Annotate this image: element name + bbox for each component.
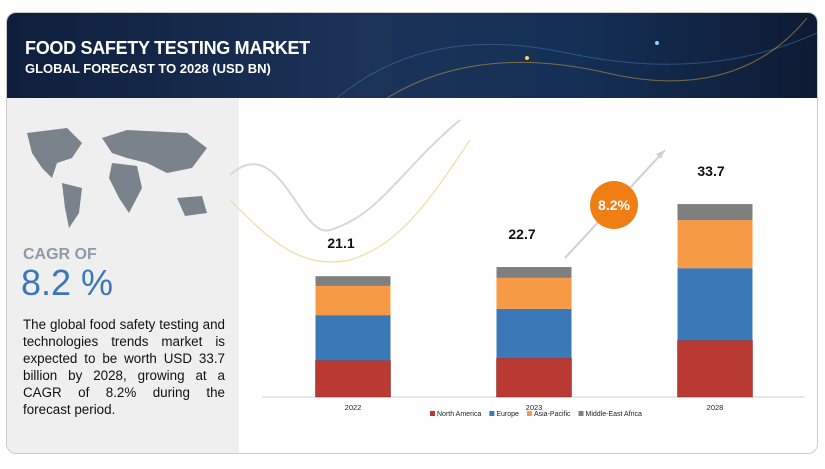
header-banner: FOOD SAFETY TESTING MARKET GLOBAL FORECA… [7, 13, 817, 99]
legend-label: Asia-Pacific [534, 411, 571, 418]
subtitle: GLOBAL FORECAST TO 2028 (USD BN) [25, 61, 271, 76]
total-label: 33.7 [697, 163, 724, 179]
growth-arrow-head [656, 150, 665, 159]
x-tick-label: 2023 [526, 403, 543, 412]
bar-segment [496, 357, 572, 398]
total-label: 21.1 [327, 235, 354, 251]
decor-curve [229, 119, 461, 232]
cagr-label: CAGR OF [23, 246, 97, 263]
legend-label: Europe [496, 411, 519, 418]
decor-curve [229, 139, 471, 263]
x-tick-label: 2022 [345, 403, 362, 412]
bar-segment [315, 360, 391, 398]
x-tick-label: 2028 [707, 403, 724, 412]
bar-segment [315, 315, 391, 361]
legend-swatch [489, 411, 495, 416]
bar-segment [677, 220, 753, 269]
legend-swatch [526, 411, 532, 416]
legend-swatch [430, 411, 435, 416]
bar-segment [315, 276, 391, 286]
sidebar: CAGR OF 8.2 % The global food safety tes… [7, 98, 239, 453]
bar-segment [677, 204, 753, 221]
cagr-value: 8.2 % [21, 262, 114, 303]
total-label: 22.7 [508, 226, 535, 242]
cagr-badge-label: 8.2% [598, 197, 630, 213]
cagr-badge [590, 181, 638, 229]
bar-segment [496, 308, 572, 359]
bar-segment [677, 340, 753, 398]
bar-segment [496, 267, 572, 278]
banner-decoration [336, 17, 817, 99]
legend-label: Middle-East Africa [586, 411, 643, 418]
description: The global food safety testing and techn… [23, 317, 225, 417]
legend-label: North America [437, 411, 481, 418]
bar-segment [496, 277, 572, 309]
legend-swatch [578, 411, 584, 416]
title: FOOD SAFETY TESTING MARKET [25, 38, 310, 58]
bar-segment [677, 268, 753, 341]
bar-segment [315, 285, 391, 316]
world-map [27, 128, 207, 228]
